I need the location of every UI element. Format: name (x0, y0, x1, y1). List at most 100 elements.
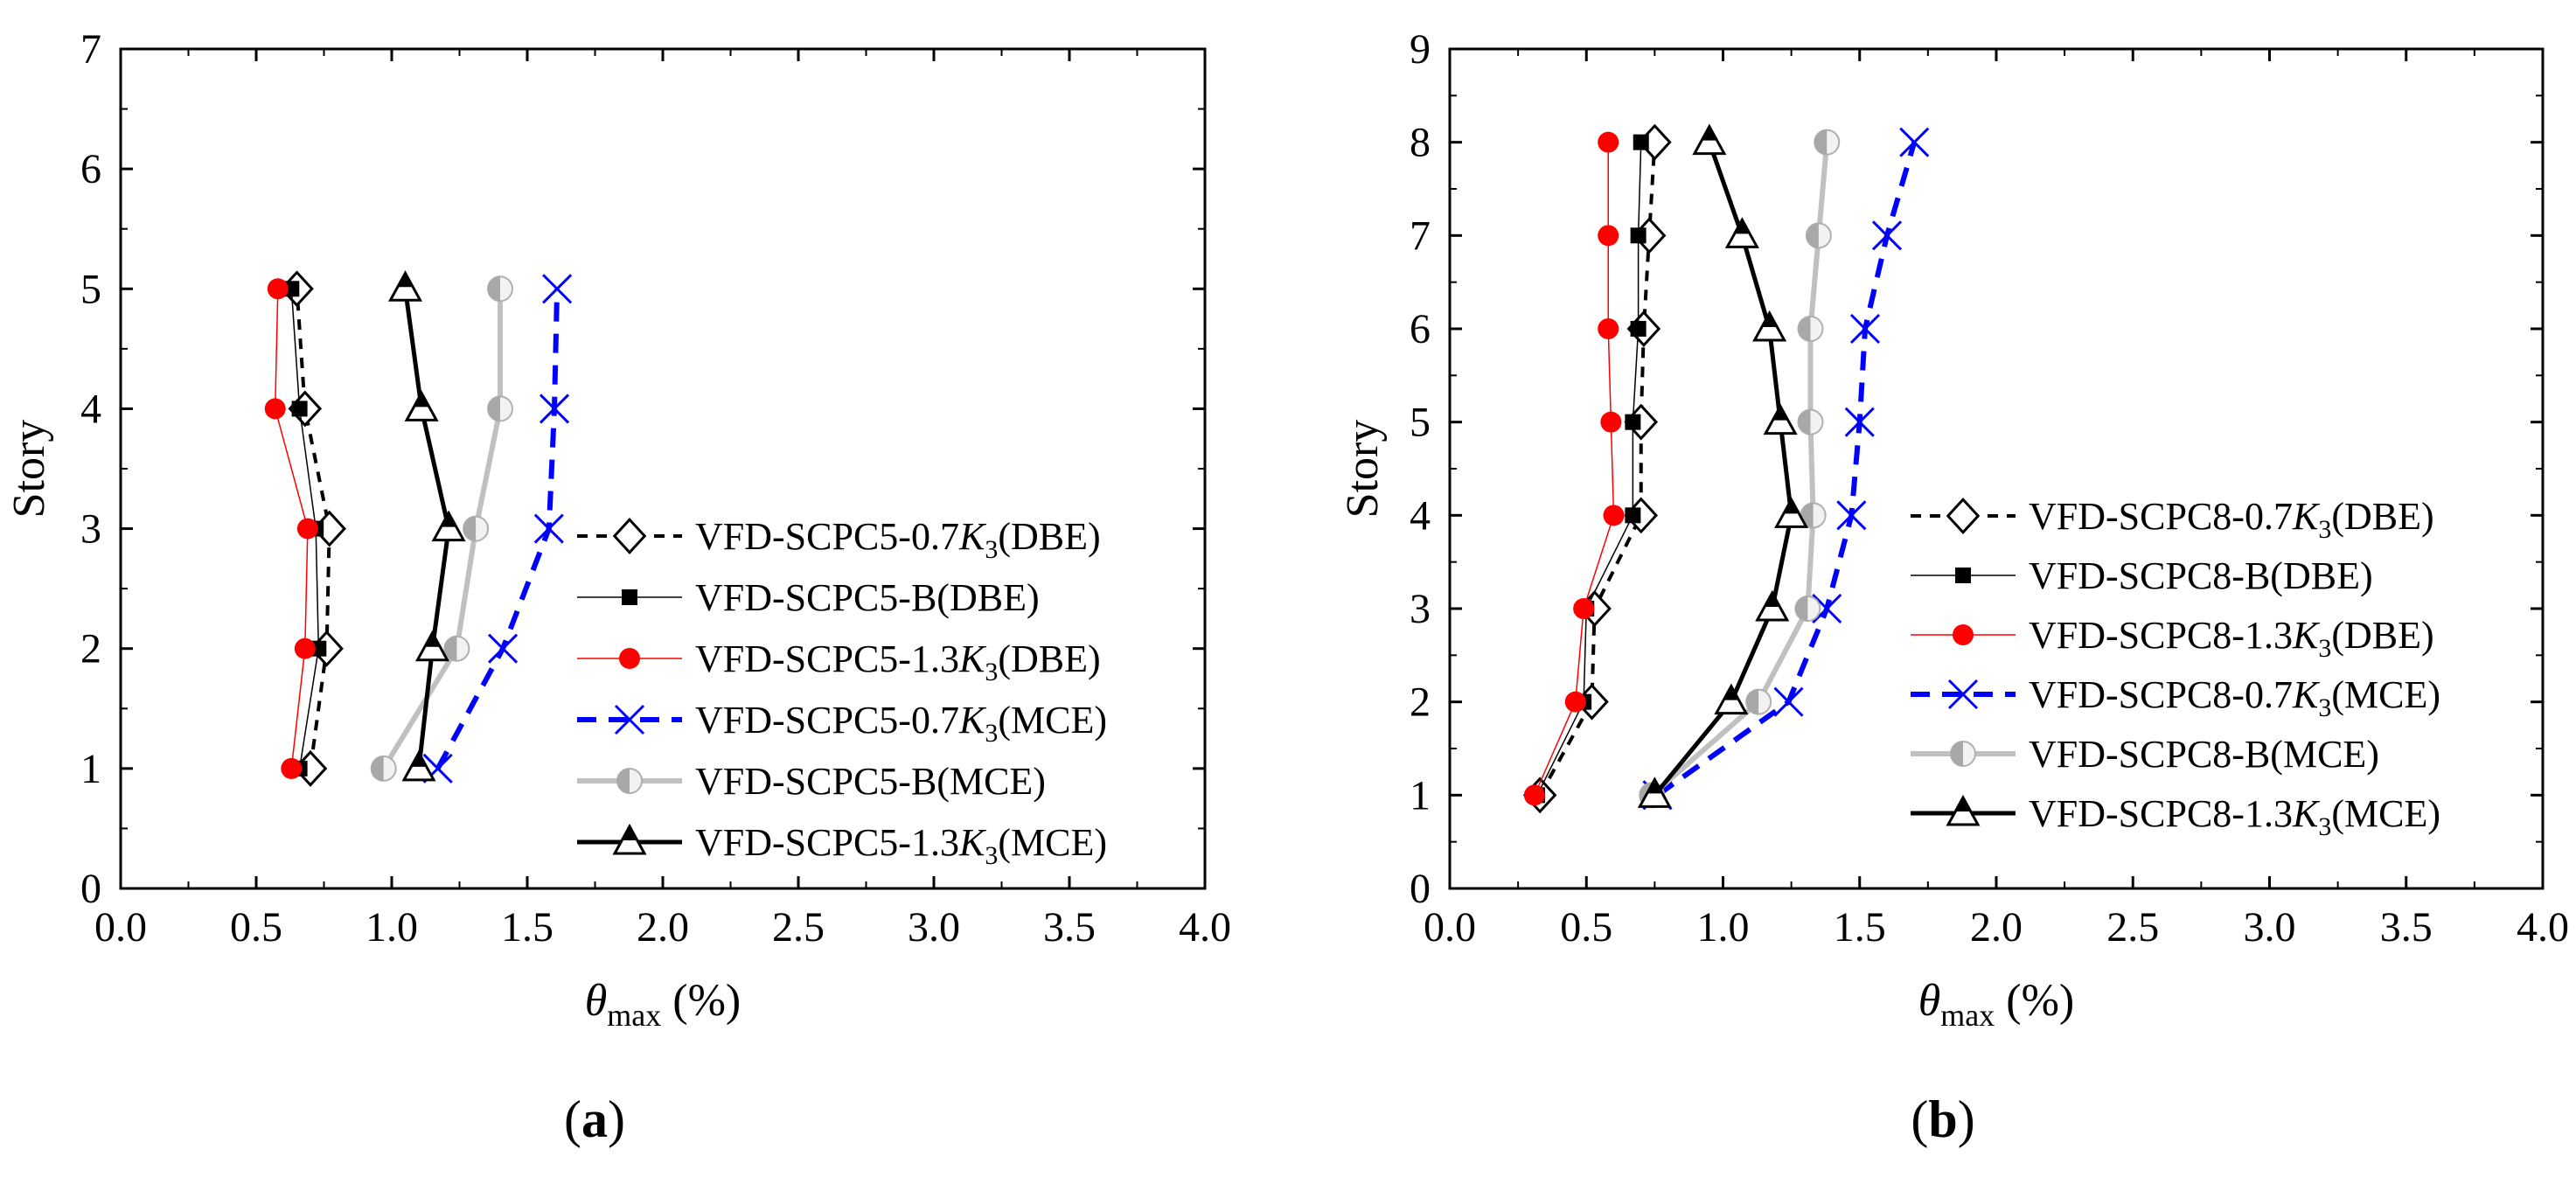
y-tick-label: 0 (80, 866, 101, 912)
data-point (1573, 598, 1595, 619)
y-tick-label: 4 (1410, 492, 1431, 539)
data-point (1797, 408, 1824, 435)
x-tick-label: 1.0 (366, 904, 418, 951)
series-line (1536, 142, 1642, 796)
data-point (1714, 683, 1749, 715)
series-5 (370, 275, 513, 782)
y-tick-label: 1 (1410, 772, 1431, 818)
data-point (1724, 217, 1759, 248)
data-point (1836, 500, 1867, 531)
data-point (1794, 595, 1821, 622)
legend-item: VFD-SCPC8-1.3K3(MCE) (1911, 792, 2440, 841)
x-tick-label: 3.0 (2244, 904, 2296, 951)
legend-marker (616, 768, 643, 794)
legend-item: VFD-SCPC8-B(DBE) (1911, 554, 2373, 597)
data-point (1844, 407, 1875, 437)
series-line (1653, 141, 1794, 797)
data-point (414, 630, 450, 662)
x-tick-label: 3.0 (908, 904, 960, 951)
legend-item: VFD-SCPC5-0.7K3(MCE) (577, 699, 1107, 748)
series-2 (1529, 134, 1649, 804)
legend-marker (1953, 624, 1974, 645)
data-point (1755, 589, 1790, 622)
data-point (542, 274, 573, 304)
data-point (1598, 131, 1619, 153)
series-6 (387, 270, 466, 782)
data-point (370, 755, 397, 782)
data-point (1600, 411, 1622, 433)
data-point (1598, 318, 1619, 339)
data-point (488, 633, 519, 664)
legend-marker (619, 648, 640, 669)
y-axis-label: Story (4, 420, 54, 519)
data-point (1637, 777, 1672, 808)
data-point (1633, 134, 1649, 150)
legend-label: VFD-SCPC5-0.7K3(DBE) (695, 515, 1101, 564)
x-tick-label: 1.0 (1697, 904, 1750, 951)
legend: VFD-SCPC8-0.7K3(DBE) VFD-SCPC8-B(DBE) VFD-… (1911, 495, 2440, 841)
legend-label: VFD-SCPC5-B(DBE) (695, 576, 1040, 619)
legend-marker (1947, 679, 1979, 710)
y-tick-label: 6 (1410, 306, 1431, 352)
x-axis-label: θmax (%) (585, 976, 741, 1033)
legend-label: VFD-SCPC5-1.3K3(DBE) (695, 637, 1101, 686)
data-point (1814, 129, 1841, 156)
data-point (1752, 310, 1787, 342)
data-point (487, 275, 513, 303)
legend-label: VFD-SCPC8-B(DBE) (2029, 554, 2373, 597)
legend-label: VFD-SCPC5-0.7K3(MCE) (695, 699, 1107, 748)
data-point (1564, 691, 1586, 713)
panel-label: (a) (564, 1090, 625, 1148)
chart-panel-a: 0.0 0.5 1.0 1.5 2.0 2.5 3.0 3.5 4.0 0 1 2 3 4 5 6 7 Story… (4, 26, 1231, 1148)
data-point (1871, 220, 1903, 251)
x-tick-label: 0.0 (1424, 904, 1476, 951)
legend-marker (1955, 568, 1971, 583)
x-tick-label: 2.5 (772, 904, 825, 951)
data-point (1774, 497, 1809, 528)
x-tick-label: 2.0 (1970, 904, 2023, 951)
y-axis-label: Story (1338, 420, 1388, 519)
data-point (1745, 688, 1772, 715)
data-point (296, 518, 318, 540)
data-point (463, 515, 490, 542)
data-point (1625, 507, 1641, 524)
x-tick-label: 2.0 (637, 904, 689, 951)
x-tick-label: 4.0 (1179, 904, 1231, 951)
y-tick-label: 1 (80, 746, 101, 792)
legend-marker (614, 704, 645, 735)
data-point (1805, 222, 1832, 249)
y-tick-label: 0 (1410, 866, 1431, 912)
data-point (294, 637, 316, 659)
data-point (401, 749, 436, 782)
data-point (387, 270, 423, 302)
legend-marker (612, 823, 647, 855)
legend-item: VFD-SCPC5-0.7K3(DBE) (577, 515, 1101, 564)
chart-panel-b: 0.0 0.5 1.0 1.5 2.0 2.5 3.0 3.5 4.0 0 1 2 3 4 5 6 7 8 9 Sto… (1338, 26, 2569, 1148)
data-point (1797, 316, 1824, 342)
data-point (1630, 227, 1647, 244)
data-point (1598, 225, 1619, 247)
data-point (1763, 403, 1798, 435)
legend-item: VFD-SCPC5-1.3K3(MCE) (577, 821, 1107, 870)
data-point (1849, 313, 1881, 345)
y-tick-label: 2 (1410, 679, 1431, 726)
x-tick-label: 0.0 (94, 904, 147, 951)
x-tick-label: 2.5 (2106, 904, 2159, 951)
series-line (1650, 142, 1830, 797)
data-point (443, 635, 470, 662)
data-point (487, 395, 513, 422)
data-point (1523, 784, 1545, 806)
x-tick-label: 1.5 (1834, 904, 1886, 951)
legend-item: VFD-SCPC5-B(DBE) (577, 576, 1040, 619)
legend-item: VFD-SCPC5-B(MCE) (577, 760, 1046, 803)
data-point (539, 393, 570, 424)
legend-item: VFD-SCPC5-1.3K3(DBE) (577, 637, 1101, 686)
legend-label: VFD-SCPC8-0.7K3(MCE) (2029, 673, 2440, 722)
x-tick-label: 0.5 (1560, 904, 1612, 951)
y-tick-label: 5 (80, 266, 101, 312)
legend-label: VFD-SCPC8-B(MCE) (2029, 733, 2379, 776)
y-tick-label: 3 (1410, 586, 1431, 632)
legend-marker (622, 589, 637, 605)
x-tick-label: 4.0 (2517, 904, 2569, 951)
